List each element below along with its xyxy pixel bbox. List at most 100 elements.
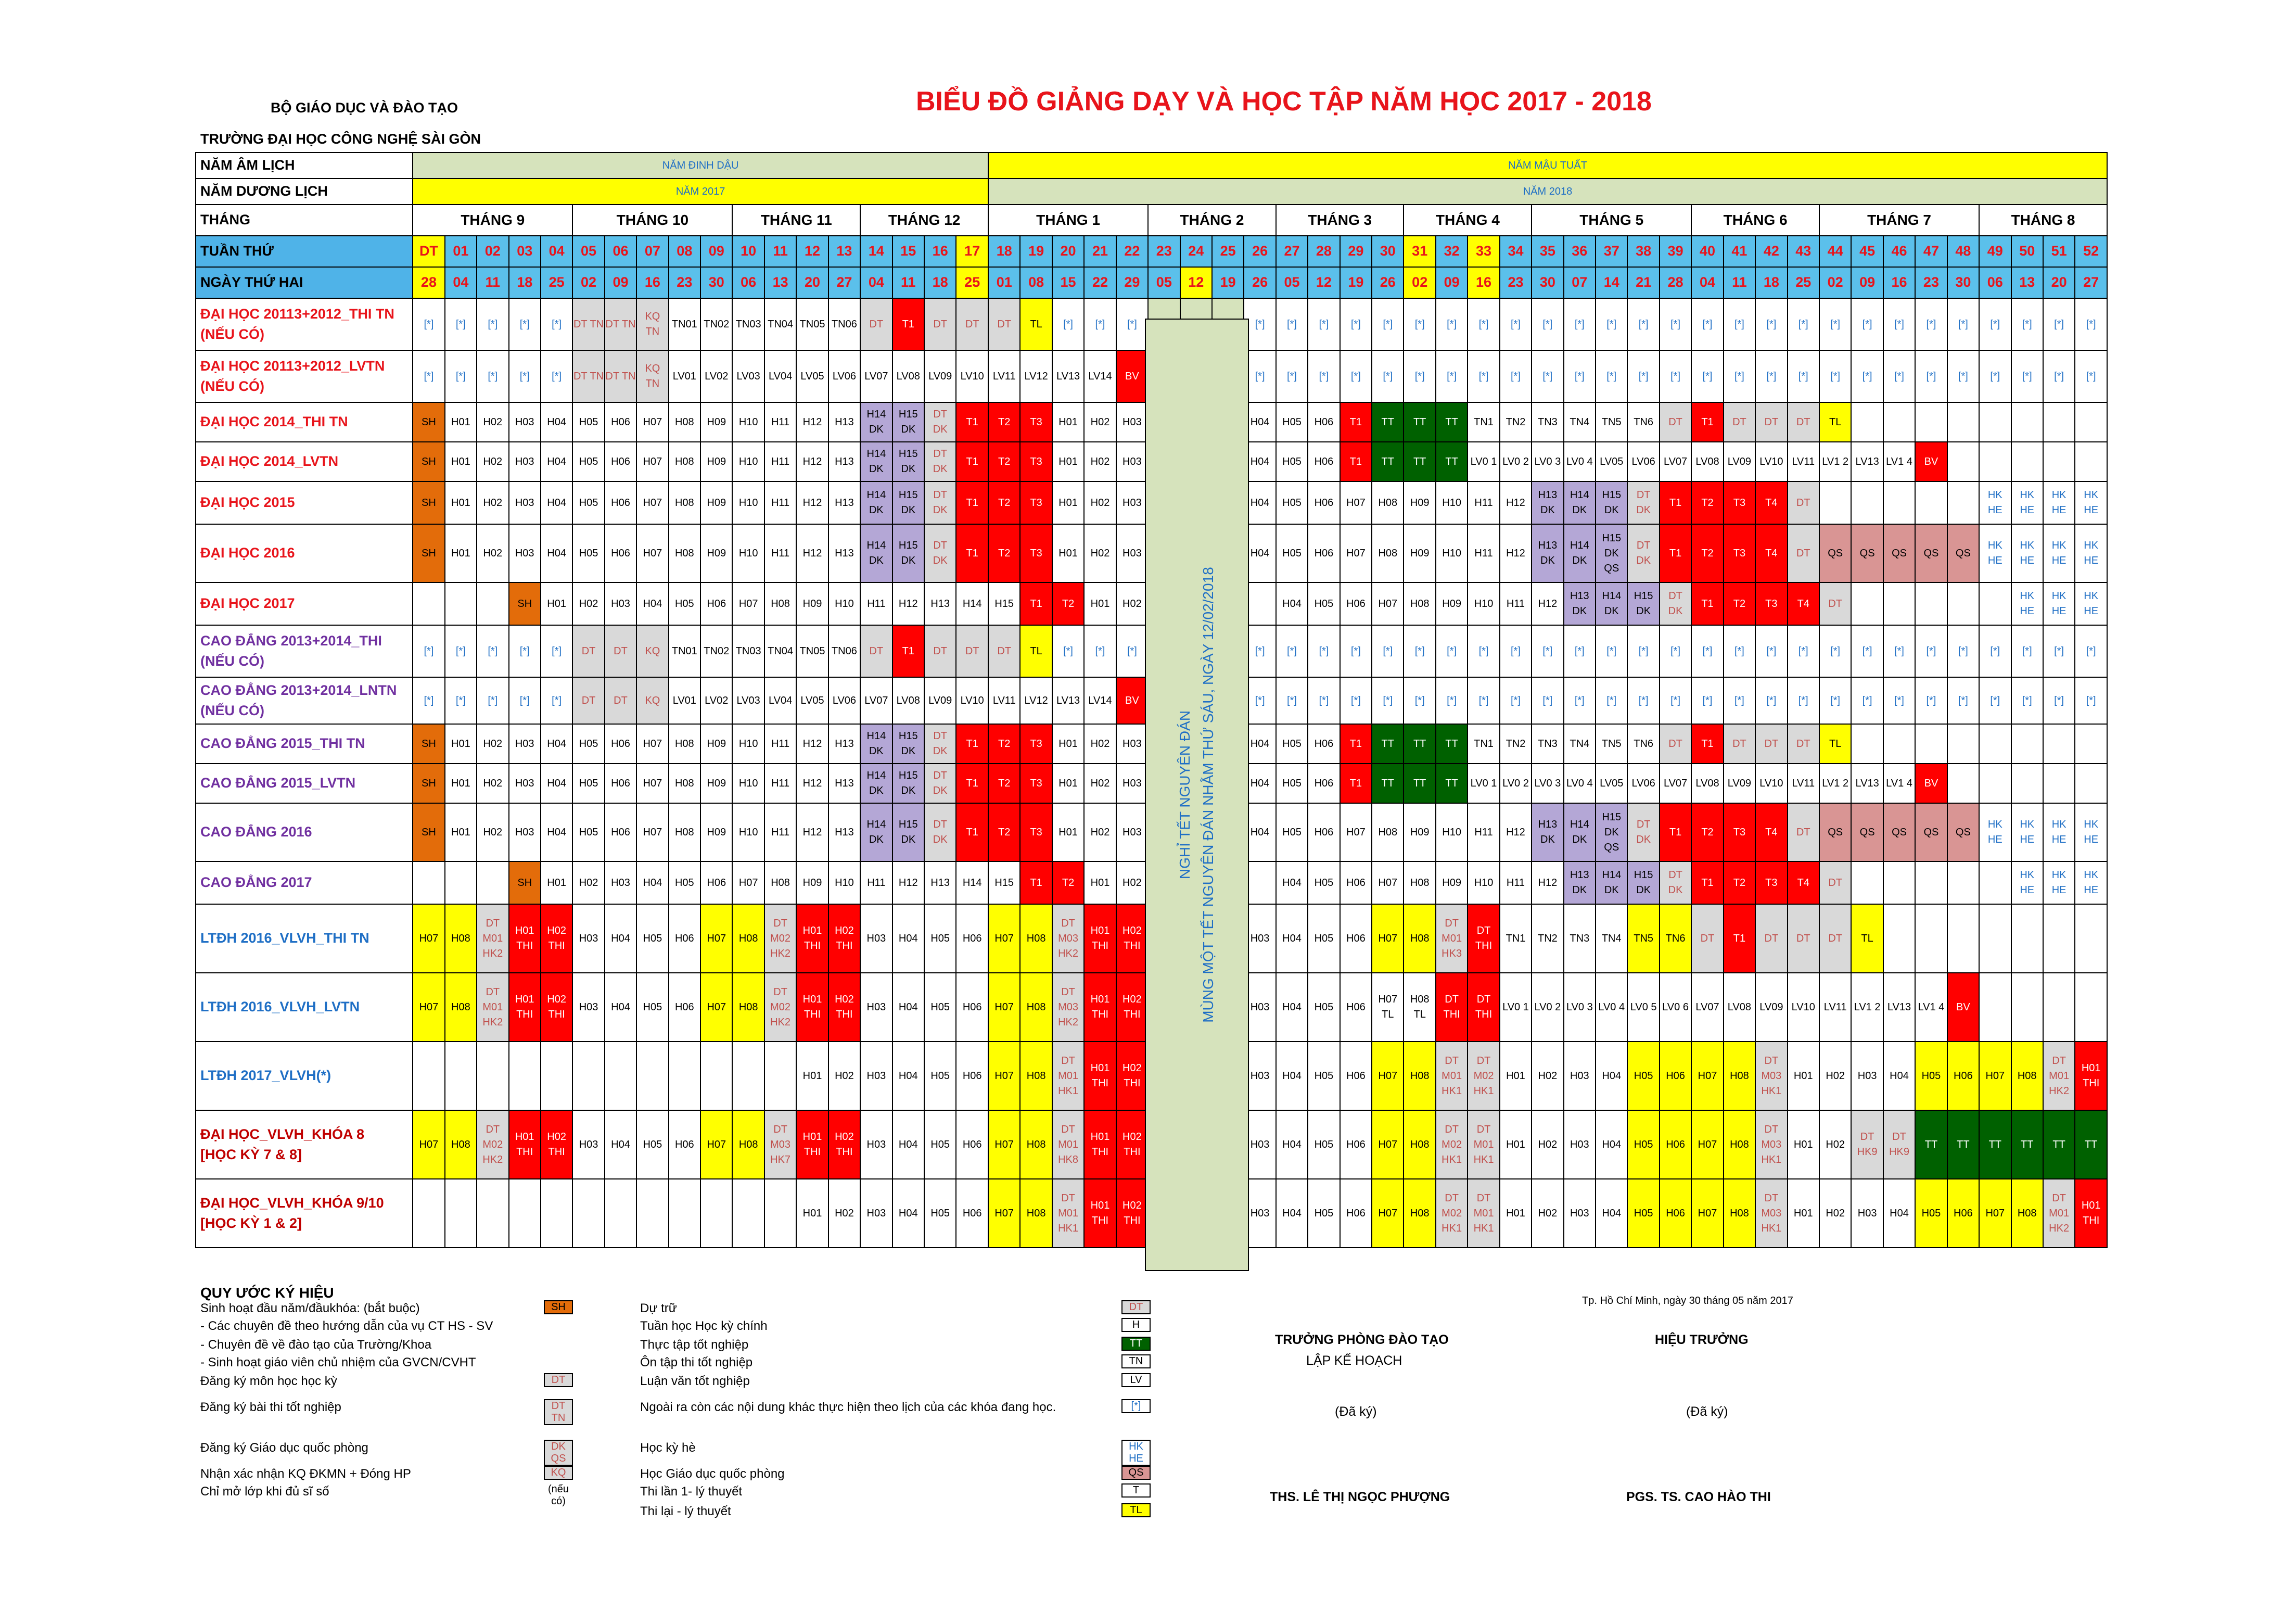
schedule-cell: DT — [1818, 582, 1852, 626]
legend-text: Dự trữ — [640, 1301, 677, 1315]
schedule-cell: DT — [1787, 803, 1820, 862]
schedule-cell: H03 — [508, 524, 541, 583]
schedule-cell: H13 — [827, 441, 861, 482]
schedule-cell: H08 — [668, 724, 701, 764]
schedule-cell: H01 — [444, 803, 478, 862]
schedule-cell: H01 — [1051, 441, 1085, 482]
schedule-cell: [*] — [1051, 298, 1085, 351]
legend-text: Thực tập tốt nghiệp — [640, 1338, 749, 1352]
schedule-cell: [*] — [1307, 298, 1341, 351]
course-name: LTĐH 2016_VLVH_THI TN — [195, 904, 414, 973]
schedule-cell: TN02 — [700, 298, 733, 351]
schedule-cell: H01 — [1051, 402, 1085, 442]
schedule-cell: TT — [1403, 763, 1436, 804]
week-number: 05 — [572, 235, 605, 268]
schedule-cell: T4 — [1755, 803, 1788, 862]
schedule-cell: DT — [1755, 402, 1788, 442]
schedule-cell — [540, 1041, 573, 1111]
schedule-cell: H02 — [476, 402, 509, 442]
schedule-cell: H06 — [1307, 803, 1341, 862]
schedule-cell: LV10 — [955, 677, 989, 725]
schedule-cell: LV0 2 — [1499, 763, 1533, 804]
schedule-cell: H07 — [700, 1110, 733, 1179]
schedule-cell: H04 — [1595, 1041, 1628, 1111]
schedule-cell: DT — [1787, 481, 1820, 525]
schedule-cell: H01 — [1051, 524, 1085, 583]
schedule-cell: [*] — [1723, 677, 1756, 725]
schedule-cell: LV13 — [1051, 677, 1085, 725]
schedule-cell: H01 — [1083, 861, 1117, 905]
schedule-cell: H06 — [668, 972, 701, 1042]
schedule-cell: BV — [1115, 677, 1149, 725]
schedule-cell — [1946, 904, 1980, 973]
schedule-cell: [*] — [1531, 350, 1564, 403]
monday-date: 11 — [476, 267, 509, 299]
course-name-line: [HỌC KỲ 7 & 8] — [200, 1147, 302, 1162]
schedule-cell: H12 — [796, 402, 829, 442]
schedule-cell — [412, 1041, 445, 1111]
schedule-cell: H08 — [668, 441, 701, 482]
legend-text: Đăng ký môn học học kỳ — [200, 1374, 337, 1388]
schedule-cell: DT — [1723, 402, 1756, 442]
schedule-cell: TN5 — [1595, 724, 1628, 764]
week-number: 14 — [860, 235, 893, 268]
schedule-cell: H10 — [732, 402, 765, 442]
schedule-cell — [604, 1041, 637, 1111]
week-number: 16 — [923, 235, 957, 268]
schedule-cell: H06 — [1307, 524, 1341, 583]
schedule-cell: LV0 2 — [1531, 972, 1564, 1042]
schedule-cell: HK HE — [1979, 481, 2012, 525]
schedule-cell: HK HE — [1979, 524, 2012, 583]
schedule-cell: DT — [1755, 904, 1788, 973]
schedule-cell: DT HK9 — [1851, 1110, 1884, 1179]
schedule-cell: H06 — [604, 724, 637, 764]
schedule-cell: H06 — [1659, 1041, 1692, 1111]
schedule-cell: [*] — [1499, 298, 1533, 351]
schedule-cell: [*] — [1563, 350, 1597, 403]
schedule-cell: DT — [860, 298, 893, 351]
schedule-cell: T3 — [1019, 441, 1053, 482]
course-name-line: CAO ĐẲNG 2013+2014_LNTN — [200, 682, 397, 698]
legend-text: Luận văn tốt nghiệp — [640, 1374, 750, 1388]
schedule-cell: H06 — [1659, 1110, 1692, 1179]
schedule-cell: [*] — [508, 298, 541, 351]
week-number: 51 — [2042, 235, 2076, 268]
schedule-cell: H08 — [1403, 861, 1436, 905]
schedule-cell: H04 — [891, 904, 925, 973]
legend-text: - Chuyên đề về đào tạo của Trường/Khoa — [200, 1338, 432, 1352]
week-number: 42 — [1755, 235, 1788, 268]
schedule-cell: H03 — [508, 402, 541, 442]
schedule-cell: H05 — [1275, 763, 1309, 804]
course-name: CAO ĐẲNG 2013+2014_THI (NẾU CÓ) — [195, 625, 414, 678]
legend-code: TT — [1121, 1337, 1151, 1351]
week-number: 48 — [1946, 235, 1980, 268]
schedule-cell — [2010, 972, 2044, 1042]
schedule-cell: [*] — [1818, 625, 1852, 678]
week-number: 07 — [636, 235, 669, 268]
schedule-cell: H11 — [860, 861, 893, 905]
lunar-year-cell: NĂM MẬU TUẤT — [988, 152, 2108, 179]
legend-text: Ôn tập thi tốt nghiệp — [640, 1355, 753, 1369]
schedule-cell: TN04 — [763, 625, 797, 678]
schedule-cell: H05 — [572, 763, 605, 804]
schedule-cell: [*] — [1339, 677, 1373, 725]
schedule-cell: H11 — [1467, 481, 1500, 525]
schedule-cell: [*] — [1818, 677, 1852, 725]
schedule-cell: H07 — [412, 972, 445, 1042]
schedule-cell — [2042, 724, 2076, 764]
course-name-line: LTĐH 2017_VLVH(*) — [200, 1068, 331, 1084]
schedule-cell: [*] — [1339, 350, 1373, 403]
monday-date: 28 — [1659, 267, 1692, 299]
month-header: THÁNG 3 — [1275, 204, 1405, 236]
schedule-cell: H01 THI — [796, 904, 829, 973]
schedule-cell: H01 — [444, 441, 478, 482]
monday-date: 16 — [1882, 267, 1916, 299]
week-number: 37 — [1595, 235, 1628, 268]
schedule-cell: DT DK — [923, 441, 957, 482]
schedule-cell: LV07 — [860, 350, 893, 403]
schedule-cell — [668, 1178, 701, 1248]
schedule-cell: HK HE — [2010, 481, 2044, 525]
course-name-line: (NẾU CÓ) — [200, 326, 264, 342]
week-number: 34 — [1499, 235, 1533, 268]
monday-date: 30 — [700, 267, 733, 299]
